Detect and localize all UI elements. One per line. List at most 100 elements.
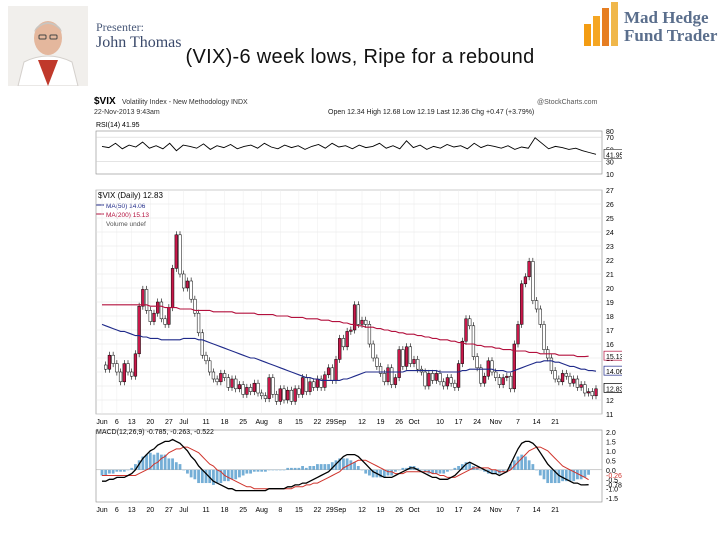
price-candle	[449, 377, 453, 384]
macd-x-tick-label: 25	[239, 507, 247, 514]
macd-histogram-bar	[457, 466, 460, 470]
macd-histogram-bar	[212, 469, 215, 485]
macd-histogram-bar	[550, 469, 553, 484]
macd-histogram-bar	[122, 469, 126, 472]
rsi-tick-label: 41.95	[606, 152, 622, 159]
price-candle	[341, 338, 346, 348]
macd-histogram-bar	[104, 469, 108, 476]
x-tick-label: Nov	[489, 419, 502, 426]
presenter-block: Presenter: John Thomas	[8, 6, 208, 86]
macd-histogram-bar	[494, 469, 498, 474]
macd-histogram-bar	[275, 469, 278, 471]
price-candle	[549, 357, 554, 371]
macd-histogram-bar	[527, 460, 531, 470]
price-candle	[107, 354, 112, 370]
price-candle	[386, 367, 390, 383]
price-candle	[115, 363, 119, 373]
macd-histogram-bar	[564, 469, 568, 482]
macd-x-tick-label: 19	[377, 507, 385, 514]
ma200-last-label: 15.13	[606, 354, 622, 361]
chart-quote: Open 12.34 High 12.68 Low 12.19 Last 12.…	[328, 109, 534, 116]
price-candle	[159, 301, 164, 320]
price-candle	[397, 349, 401, 378]
price-candle	[586, 391, 591, 394]
macd-histogram-bar	[576, 469, 579, 480]
price-last-label-box	[603, 383, 622, 393]
macd-x-tick-label: 20	[146, 507, 154, 514]
macd-histogram-bar	[204, 469, 208, 484]
macd-histogram-bar	[330, 462, 334, 470]
price-candle	[408, 346, 412, 364]
price-candle	[193, 298, 197, 314]
macd-histogram-bar	[468, 462, 472, 470]
price-candle	[241, 384, 245, 395]
price-tick-label: 25	[606, 216, 614, 223]
macd-x-tick-label: 29Sep	[326, 507, 346, 514]
macd-histogram-bar	[230, 469, 234, 480]
rsi-last-box	[603, 149, 622, 159]
price-candle	[572, 378, 576, 384]
x-tick-label: 14	[533, 419, 541, 426]
price-candle	[289, 389, 294, 402]
price-candle	[516, 324, 520, 345]
macd-histogram-bar	[178, 464, 182, 470]
price-tick-label: 16	[606, 342, 614, 349]
price-tick-label: 26	[606, 202, 614, 209]
price-candle	[278, 388, 282, 402]
price-candle	[252, 382, 256, 392]
price-candle	[560, 373, 565, 383]
macd-histogram-bar	[286, 467, 290, 470]
price-candle	[200, 332, 204, 356]
price-candle	[286, 389, 290, 401]
macd-histogram-bar	[397, 469, 401, 471]
price-candle	[349, 329, 353, 332]
price-candle	[416, 359, 420, 370]
price-candle	[557, 378, 561, 383]
x-tick-label: 21	[551, 419, 559, 426]
price-candle	[542, 324, 546, 350]
x-tick-label: 7	[516, 419, 520, 426]
x-tick-label: 17	[455, 419, 463, 426]
macd-histogram-bar	[226, 469, 230, 482]
price-tick-label: 27	[606, 188, 614, 195]
macd-histogram-bar	[304, 467, 308, 470]
price-tick-label: 11	[606, 412, 613, 419]
logo-icon	[584, 2, 618, 46]
rsi-panel	[95, 130, 603, 175]
macd-histogram-bar	[134, 464, 137, 470]
macd-histogram-bar	[542, 469, 546, 480]
macd-histogram-bar	[371, 469, 375, 478]
macd-histogram-bar	[386, 469, 390, 476]
macd-histogram-bar	[186, 469, 189, 474]
x-tick-label: 22	[314, 419, 322, 426]
rsi-label: RSI(14) 41.95	[96, 122, 140, 129]
rsi-tick-label: 80	[606, 129, 614, 136]
price-candle	[494, 371, 498, 378]
price-candle	[438, 373, 442, 383]
x-tick-label: 18	[221, 419, 229, 426]
ma50-last-label-box	[603, 365, 622, 376]
macd-histogram-bar	[200, 469, 204, 484]
price-candle	[442, 381, 446, 387]
price-candle	[156, 301, 160, 314]
ma50-line	[101, 323, 597, 381]
slide-title: (VIX)-6 week lows, Ripe for a rebound	[185, 46, 535, 68]
price-candle	[167, 307, 171, 325]
macd-x-tick-label: 11	[202, 507, 209, 514]
price-candle	[531, 261, 535, 301]
macd-histogram-bar	[568, 469, 572, 482]
price-candle	[497, 377, 502, 385]
macd-histogram-bar	[260, 469, 264, 472]
macd-x-tick-label: 8	[278, 507, 282, 514]
price-candle	[508, 375, 513, 390]
macd-histogram-bar	[483, 469, 486, 472]
macd-histogram-bar	[156, 452, 160, 470]
macd-histogram-bar	[108, 469, 111, 474]
price-candle	[575, 378, 580, 388]
ma50-last-label: 14.06	[606, 369, 622, 376]
macd-histogram-bar	[234, 469, 238, 480]
x-tick-label: 15	[295, 419, 303, 426]
macd-x-tick-label: Oct	[409, 507, 420, 514]
price-candle	[464, 318, 468, 342]
price-candle	[594, 388, 598, 397]
